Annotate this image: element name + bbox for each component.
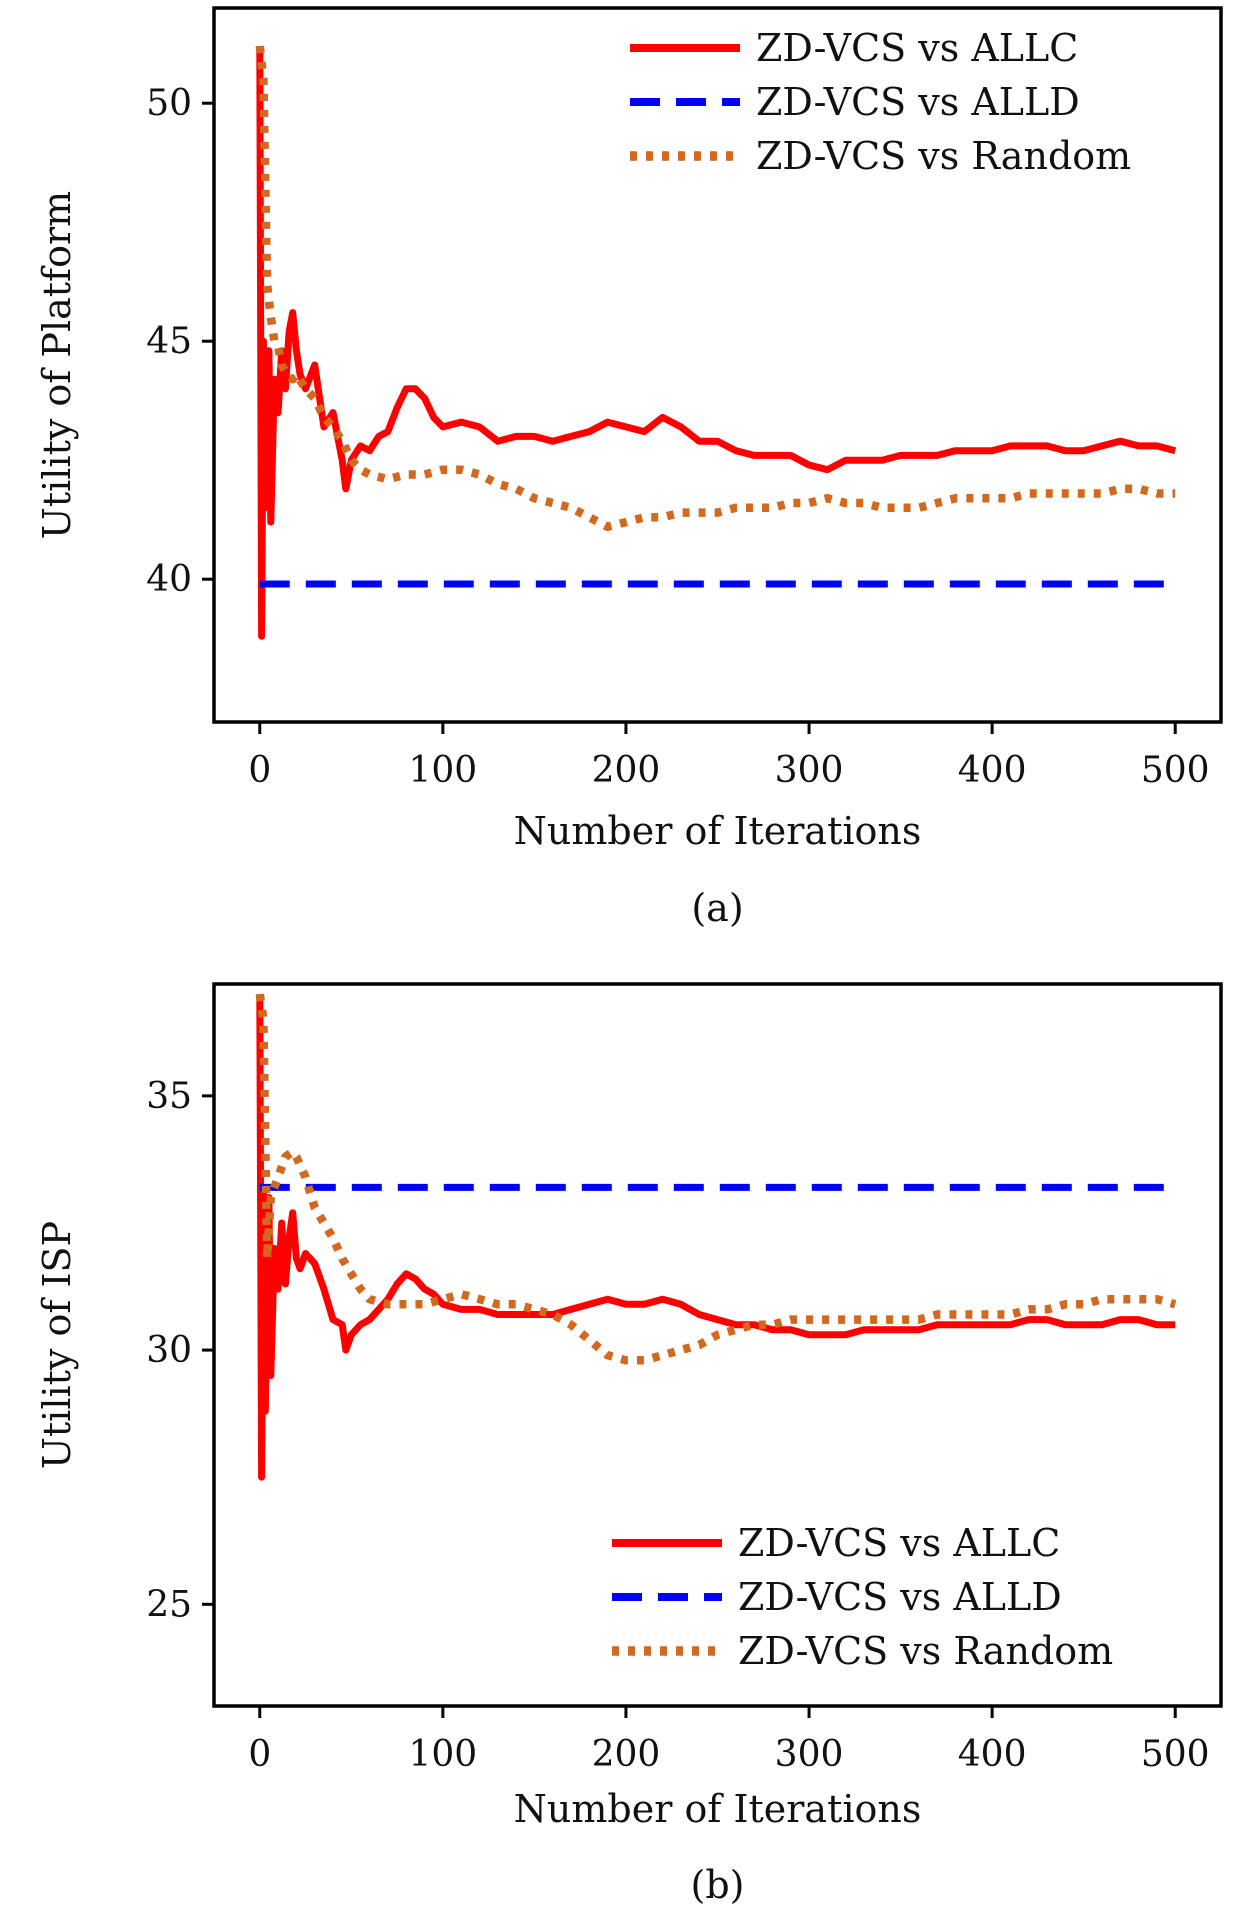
- x-tick-label: 200: [592, 1734, 661, 1775]
- x-tick-label: 0: [248, 750, 271, 791]
- plot-frame: [212, 982, 1223, 1708]
- x-axis-title: Number of Iterations: [514, 809, 922, 853]
- x-tick-label: 500: [1141, 750, 1210, 791]
- series-line-0: [256, 994, 1176, 1481]
- y-tick-label: 35: [146, 1076, 192, 1117]
- x-tick-label: 100: [409, 1734, 478, 1775]
- plot-area: [255, 993, 1177, 1481]
- legend-label-1: ZD-VCS vs ALLD: [756, 80, 1080, 124]
- plot-frame: [212, 6, 1223, 724]
- series-line-0: [256, 46, 1177, 640]
- y-axis-title: Utility of Platform: [35, 191, 79, 539]
- plot-area: [255, 45, 1177, 640]
- y-tick-label: 45: [146, 321, 192, 362]
- x-tick-label: 400: [958, 750, 1027, 791]
- legend-label-0: ZD-VCS vs ALLC: [738, 1521, 1060, 1565]
- x-tick-label: 200: [592, 750, 661, 791]
- x-tick-label: 100: [409, 750, 478, 791]
- y-tick-label: 40: [146, 559, 192, 600]
- y-tick-label: 25: [146, 1584, 192, 1625]
- x-tick-label: 300: [775, 1734, 844, 1775]
- legend-label-0: ZD-VCS vs ALLC: [756, 26, 1078, 70]
- legend: ZD-VCS vs ALLC ZD-VCS vs ALLD ZD-VCS vs Ra…: [630, 26, 1131, 178]
- legend-label-1: ZD-VCS vs ALLD: [738, 1575, 1062, 1619]
- panel-caption: (b): [691, 1863, 745, 1907]
- panel-a: 0 100 200 300 400 500 40 45 50 Number of Iteratio…: [35, 6, 1223, 930]
- x-tick-label: 0: [248, 1734, 271, 1775]
- panel-b: 0 100 200 300 400 500 25 30 35 Number of Iteratio…: [35, 982, 1223, 1907]
- x-tick-label: 300: [775, 750, 844, 791]
- series-line-2: [255, 993, 1177, 1365]
- x-axis-title: Number of Iterations: [514, 1787, 922, 1831]
- y-axis-title: Utility of ISP: [35, 1221, 79, 1469]
- series-line-2: [255, 45, 1176, 532]
- panel-caption: (a): [691, 886, 743, 930]
- x-tick-label: 400: [958, 1734, 1027, 1775]
- x-tick-label: 500: [1141, 1734, 1210, 1775]
- y-tick-label: 30: [146, 1330, 192, 1371]
- legend: ZD-VCS vs ALLC ZD-VCS vs ALLD ZD-VCS vs Ra…: [612, 1521, 1113, 1673]
- y-tick-label: 50: [146, 83, 192, 124]
- legend-label-2: ZD-VCS vs Random: [756, 134, 1131, 178]
- legend-label-2: ZD-VCS vs Random: [738, 1629, 1113, 1673]
